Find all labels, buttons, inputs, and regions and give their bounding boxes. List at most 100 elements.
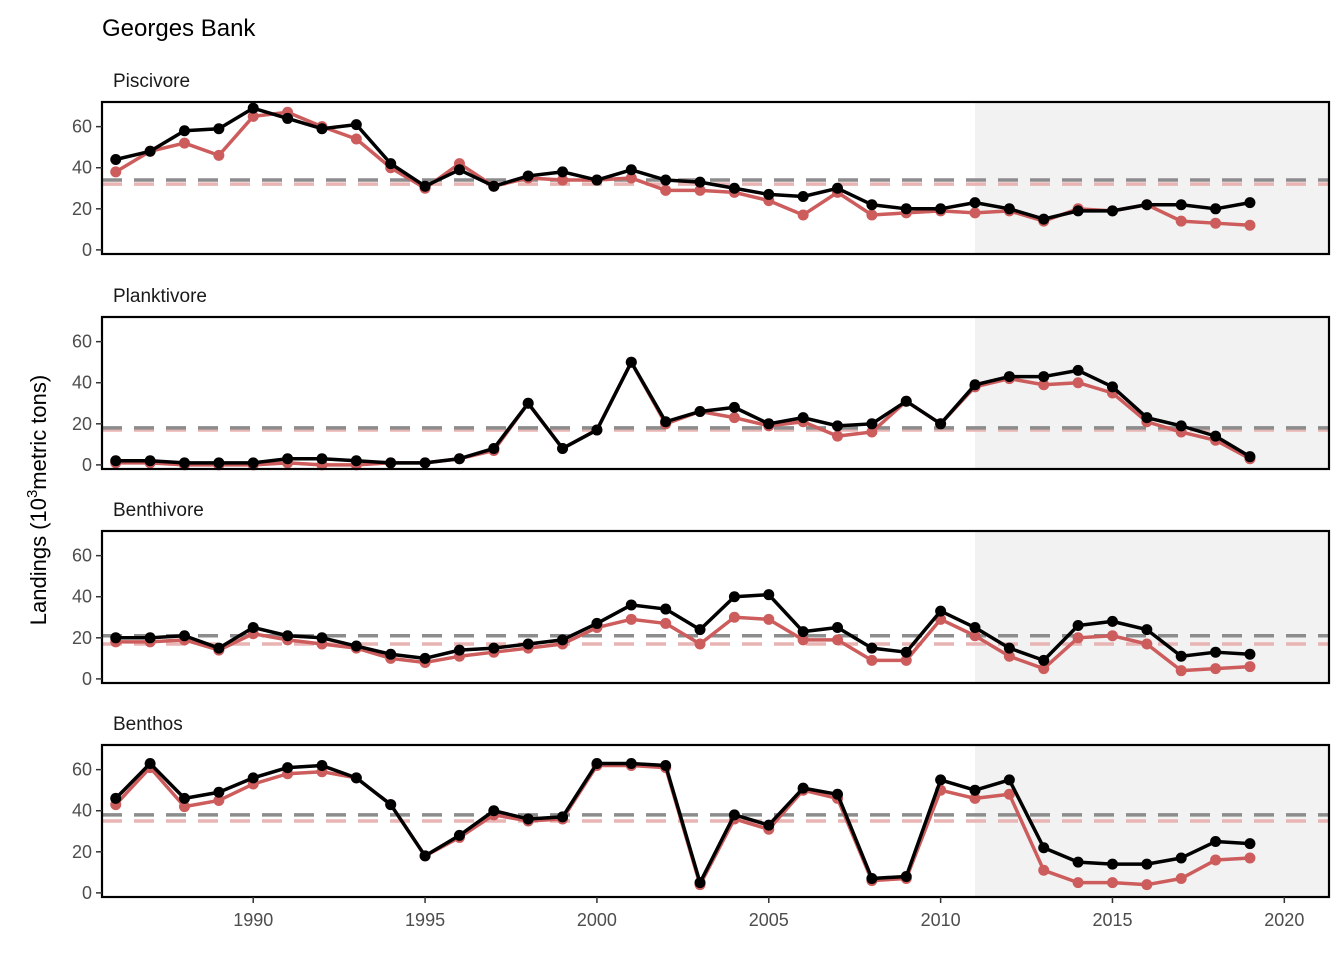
data-point-red xyxy=(969,630,981,642)
data-point-black xyxy=(110,792,122,804)
data-point-red xyxy=(1072,632,1084,644)
data-point-black xyxy=(282,453,294,465)
data-point-red xyxy=(1141,638,1153,650)
data-point-black xyxy=(832,420,844,432)
panel-benthos: Benthos 0 20 40 60 1990 1995 2000 2005 2010 2015 20… xyxy=(72,714,1331,930)
data-point-black xyxy=(1175,650,1187,662)
data-point-red xyxy=(1210,663,1222,675)
data-point-black xyxy=(557,442,569,454)
data-point-red xyxy=(969,207,981,219)
data-point-black xyxy=(350,772,362,784)
data-point-black xyxy=(350,455,362,467)
data-point-red xyxy=(110,166,122,178)
shaded-region xyxy=(974,102,1329,254)
y-axis-label-rest: metric tons) xyxy=(26,375,51,490)
y-tick-label: 0 xyxy=(82,883,92,903)
data-point-black xyxy=(557,811,569,823)
data-point-black xyxy=(763,188,775,200)
data-point-black xyxy=(213,786,225,798)
y-tick-label: 0 xyxy=(82,455,92,475)
data-point-black xyxy=(900,395,912,407)
data-point-black xyxy=(866,873,878,885)
data-point-red xyxy=(1038,379,1050,391)
data-point-black xyxy=(1210,203,1222,215)
data-point-black xyxy=(935,418,947,430)
data-point-red xyxy=(728,611,740,623)
data-point-black xyxy=(144,757,156,769)
data-point-black xyxy=(866,418,878,430)
data-point-black xyxy=(144,145,156,157)
data-point-red xyxy=(1175,665,1187,677)
x-tick-label: 2015 xyxy=(1092,910,1132,930)
data-point-black xyxy=(625,164,637,176)
data-point-black xyxy=(522,638,534,650)
panel-label-piscivore: Piscivore xyxy=(113,71,190,92)
data-point-black xyxy=(832,622,844,634)
data-point-black xyxy=(625,356,637,368)
data-point-black xyxy=(1003,774,1015,786)
data-point-red xyxy=(213,149,225,161)
y-tick-label: 60 xyxy=(72,117,92,137)
data-point-black xyxy=(557,634,569,646)
data-point-black xyxy=(282,112,294,124)
data-point-black xyxy=(1038,213,1050,225)
data-point-black xyxy=(1141,624,1153,636)
data-point-black xyxy=(900,646,912,658)
data-point-black xyxy=(763,589,775,601)
data-point-black xyxy=(832,182,844,194)
data-point-red xyxy=(1038,864,1050,876)
panels-group: Piscivore0204060Planktivore0204060Benthi… xyxy=(72,71,1331,930)
data-point-black xyxy=(178,630,190,642)
data-point-black xyxy=(660,603,672,615)
data-point-red xyxy=(1175,873,1187,885)
data-point-black xyxy=(1106,615,1118,627)
data-point-black xyxy=(1244,197,1256,209)
data-point-black xyxy=(419,652,431,664)
shaded-region xyxy=(974,317,1329,469)
panel-label-benthivore: Benthivore xyxy=(113,500,204,521)
data-point-red xyxy=(1106,630,1118,642)
y-tick-label: 60 xyxy=(72,332,92,352)
data-point-black xyxy=(1038,654,1050,666)
data-point-black xyxy=(1038,842,1050,854)
data-point-red xyxy=(1003,650,1015,662)
x-tick-label: 2010 xyxy=(921,910,961,930)
data-point-red xyxy=(694,184,706,196)
y-axis-label: Landings (103metric tons) xyxy=(24,375,51,625)
data-point-black xyxy=(350,119,362,131)
data-point-black xyxy=(282,630,294,642)
data-point-black xyxy=(1141,199,1153,211)
data-point-red xyxy=(660,184,672,196)
data-point-black xyxy=(763,819,775,831)
data-point-red xyxy=(832,634,844,646)
data-point-black xyxy=(522,397,534,409)
data-point-red xyxy=(797,634,809,646)
data-point-red xyxy=(728,412,740,424)
x-tick-label: 2000 xyxy=(577,910,617,930)
data-point-black xyxy=(557,166,569,178)
data-point-red xyxy=(1175,215,1187,227)
data-point-red xyxy=(832,430,844,442)
data-point-black xyxy=(1003,371,1015,383)
data-point-black xyxy=(247,457,259,469)
data-point-black xyxy=(1210,430,1222,442)
series-line-black xyxy=(115,360,1251,465)
data-point-black xyxy=(419,180,431,192)
data-point-black xyxy=(1072,205,1084,217)
data-point-red xyxy=(213,794,225,806)
data-point-black xyxy=(660,760,672,772)
data-point-black xyxy=(316,123,328,135)
data-point-black xyxy=(488,642,500,654)
data-point-black xyxy=(1210,836,1222,848)
y-tick-label: 20 xyxy=(72,414,92,434)
series-line-black xyxy=(115,106,1251,221)
data-point-black xyxy=(453,644,465,656)
data-point-black xyxy=(969,622,981,634)
data-point-black xyxy=(591,174,603,186)
data-point-black xyxy=(728,182,740,194)
data-point-black xyxy=(591,757,603,769)
data-point-black xyxy=(488,180,500,192)
panel-piscivore: Piscivore 0 20 40 60 xyxy=(72,71,1331,260)
panel-label-planktivore: Planktivore xyxy=(113,286,207,307)
